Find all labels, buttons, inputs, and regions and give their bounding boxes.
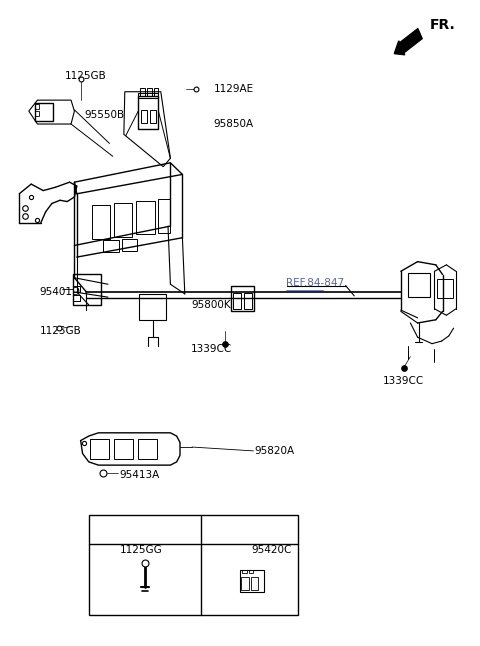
Bar: [136, 201, 155, 234]
Text: 1129AE: 1129AE: [214, 84, 254, 94]
Bar: [89, 515, 298, 615]
Bar: [114, 439, 133, 459]
Text: 95800K: 95800K: [191, 300, 231, 310]
Bar: [408, 273, 430, 297]
Bar: [73, 274, 101, 305]
Bar: [140, 88, 145, 96]
Text: FR.: FR.: [430, 17, 456, 32]
Bar: [138, 96, 158, 129]
Text: 1339CC: 1339CC: [383, 376, 424, 386]
Text: REF.84-847: REF.84-847: [286, 278, 344, 288]
Bar: [242, 570, 247, 573]
Text: 1339CC: 1339CC: [191, 344, 232, 354]
Bar: [122, 239, 137, 251]
Bar: [35, 111, 39, 116]
Bar: [35, 104, 39, 109]
Bar: [251, 577, 258, 590]
Text: 95401D: 95401D: [39, 287, 80, 297]
Bar: [233, 293, 241, 309]
Bar: [90, 439, 109, 459]
Bar: [437, 279, 453, 298]
Text: 95413A: 95413A: [119, 470, 159, 480]
Text: 1125GB: 1125GB: [65, 71, 107, 81]
FancyArrow shape: [394, 28, 422, 55]
Text: 95820A: 95820A: [254, 446, 295, 456]
Bar: [231, 286, 254, 311]
Bar: [73, 286, 80, 292]
Bar: [139, 294, 166, 320]
Bar: [35, 103, 53, 121]
Bar: [158, 199, 170, 233]
Text: 95420C: 95420C: [251, 545, 291, 556]
Bar: [138, 93, 158, 98]
Bar: [141, 110, 147, 123]
Bar: [73, 295, 80, 301]
Bar: [154, 88, 158, 96]
Bar: [103, 240, 119, 252]
Bar: [150, 110, 156, 123]
Text: 1125GB: 1125GB: [39, 326, 81, 336]
Text: 95550B: 95550B: [84, 110, 124, 120]
Bar: [147, 88, 152, 96]
Bar: [138, 439, 157, 459]
Bar: [241, 577, 249, 590]
Bar: [114, 203, 132, 237]
Bar: [240, 570, 264, 592]
Bar: [244, 293, 252, 309]
Text: 95850A: 95850A: [214, 119, 254, 129]
Bar: [249, 570, 253, 573]
Bar: [92, 205, 110, 239]
Text: 1125GG: 1125GG: [120, 545, 163, 556]
